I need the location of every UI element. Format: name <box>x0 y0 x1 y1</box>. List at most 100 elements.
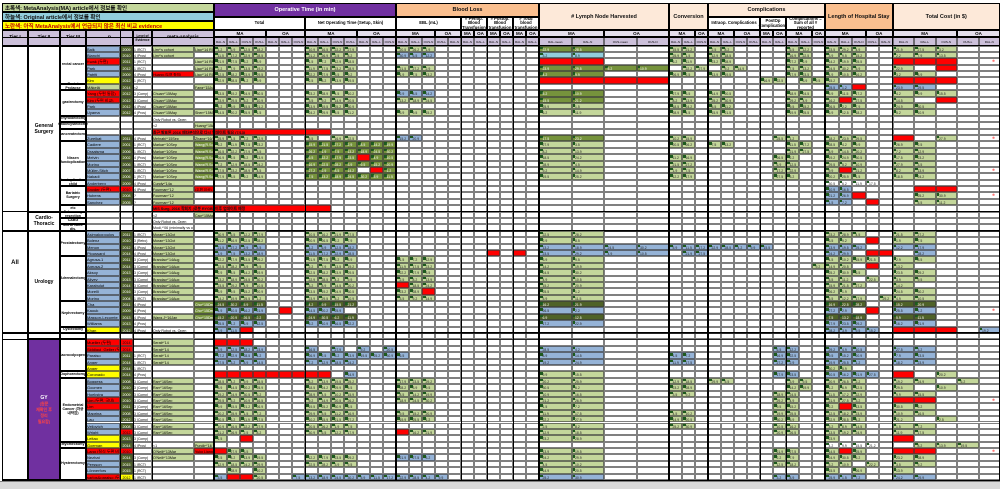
micro-column-header[interactable]: RAL-L <box>500 37 513 46</box>
grid-cell[interactable]: 22.2 <box>331 45 344 52</box>
ma-header[interactable]: MA <box>825 30 866 37</box>
micro-column-header[interactable]: RAL-N <box>214 37 227 46</box>
grid-cell[interactable]: 27.9 <box>344 45 357 52</box>
grid-cell[interactable] <box>461 45 474 52</box>
grid-cell[interactable]: 8.2 <box>721 45 734 52</box>
micro-column-header[interactable]: RAL-N <box>396 37 409 46</box>
micro-column-header[interactable]: RAL-N <box>760 37 773 46</box>
oa-header[interactable]: OA <box>734 30 760 37</box>
micro-column-header[interactable]: RAL-N <box>513 37 526 46</box>
grid-cell[interactable]: 6.9 <box>227 45 240 52</box>
micro-column-header[interactable]: OUS-N <box>331 37 344 46</box>
micro-column-header[interactable]: RAL-N <box>978 37 1000 46</box>
micro-column-header[interactable]: RAL-L <box>838 37 852 46</box>
ma-header[interactable]: MA <box>396 30 435 37</box>
oa-header[interactable]: OA <box>474 30 487 37</box>
column-group-header[interactable]: Conversion <box>669 3 708 30</box>
grid-cell[interactable]: 28.5 <box>571 45 604 52</box>
micro-column-header[interactable]: RAL-N <box>266 37 279 46</box>
grid-cell[interactable] <box>357 45 370 52</box>
grid-cell[interactable] <box>448 45 461 52</box>
column-group-header[interactable]: Blood Loss <box>396 3 539 17</box>
micro-column-header[interactable]: RAL-mean <box>539 37 572 46</box>
micro-column-header[interactable]: RAL-L <box>474 37 487 46</box>
ma-header[interactable]: MA <box>708 30 734 37</box>
grid-cell[interactable] <box>292 45 305 52</box>
micro-column-header[interactable]: RAL-N <box>879 37 893 46</box>
grid-cell[interactable] <box>500 45 513 52</box>
oa-header[interactable]: OA <box>604 30 669 37</box>
grid-cell[interactable]: 26.2 <box>409 45 422 52</box>
micro-column-header[interactable]: RAL-N <box>708 37 721 46</box>
grid-cell[interactable] <box>604 45 637 52</box>
oa-header[interactable]: OA <box>812 30 825 37</box>
left-header-meta[interactable]: meta-analysis <box>152 30 214 46</box>
grid-cell[interactable]: 18.2 <box>253 45 266 52</box>
ma-header[interactable]: MA <box>539 30 604 37</box>
tier3-cell[interactable]: Prostatectomy <box>60 230 86 257</box>
micro-column-header[interactable]: RAL-L <box>370 37 383 46</box>
oa-header[interactable]: OA <box>435 30 461 37</box>
ma-header[interactable]: MA <box>305 30 357 37</box>
grid-cell[interactable]: 16.5 <box>318 45 331 52</box>
micro-column-header[interactable]: OUS-N <box>292 37 305 46</box>
micro-column-header[interactable]: RAL-N <box>786 37 799 46</box>
micro-column-header[interactable]: RAL-L <box>227 37 240 46</box>
grid-cell[interactable] <box>279 45 292 52</box>
column-subgroup-header[interactable]: # Periop. Blood Transfusion <box>461 16 487 30</box>
micro-column-header[interactable]: RAL-L <box>526 37 539 46</box>
micro-column-header[interactable]: OUS-N <box>422 37 435 46</box>
micro-column-header[interactable]: RAL-N <box>448 37 461 46</box>
micro-column-header[interactable]: RAL-L <box>914 37 936 46</box>
micro-column-header[interactable]: OUS-mean <box>604 37 637 46</box>
tier2-cell[interactable]: Urology <box>28 230 60 334</box>
grid-cell[interactable] <box>487 45 500 52</box>
grid-cell[interactable]: 10.9 <box>305 45 318 52</box>
micro-column-header[interactable]: OUS-N <box>695 37 708 46</box>
grid-cell[interactable] <box>747 45 760 52</box>
column-group-header[interactable]: Length of Hospital Stay <box>825 3 893 30</box>
tier3-cell[interactable]: Sacrocolpopexy <box>59 339 87 372</box>
column-subgroup-header[interactable]: EBL (mL) <box>396 17 461 30</box>
ma-header[interactable]: MA <box>669 30 695 37</box>
grid-cell[interactable]: 12.5 <box>240 45 253 52</box>
tier3-cell[interactable]: rectal cancer <box>60 45 86 84</box>
legend-row-meta-analysis[interactable]: 초록색: MetaAnalysis(MA) article에서 정보를 확인 <box>2 3 214 12</box>
oa-header[interactable]: OA <box>865 30 893 37</box>
grid-cell[interactable] <box>513 45 526 52</box>
oa-header[interactable]: OA <box>773 30 786 37</box>
left-header-tier1[interactable]: Tier I <box>2 30 28 46</box>
micro-column-header[interactable]: OUS-L <box>957 37 979 46</box>
left-header-tier2[interactable]: Tier II <box>28 30 60 46</box>
grid-cell[interactable] <box>734 45 747 52</box>
ma-header[interactable]: MA <box>786 30 812 37</box>
micro-column-header[interactable]: OUS-N <box>734 37 747 46</box>
micro-column-header[interactable]: OUS-N <box>935 37 957 46</box>
micro-column-header[interactable]: OUS-N <box>636 37 669 46</box>
column-subgroup-header[interactable]: # Postop. Blood transfusion <box>487 16 513 30</box>
micro-column-header[interactable]: OUS-N <box>852 37 866 46</box>
grid-cell[interactable] <box>266 45 279 52</box>
tier3-cell[interactable]: Nephrectomy <box>60 301 86 327</box>
grid-cell[interactable] <box>773 45 786 52</box>
tier2-cell[interactable]: General Surgery <box>28 45 60 212</box>
grid-cell[interactable] <box>435 45 448 52</box>
micro-column-header[interactable]: OUS-L <box>344 37 357 46</box>
evidence-level-cell[interactable]: 1 (RCT) <box>133 45 152 52</box>
oa-header[interactable]: OA <box>957 30 1000 37</box>
oa-header[interactable]: OA <box>357 30 396 37</box>
tier3-cell[interactable]: gastrectomy <box>60 90 86 116</box>
micro-column-header[interactable]: OUS-L <box>435 37 448 46</box>
column-group-header[interactable]: Complications <box>708 3 825 17</box>
micro-column-header[interactable]: OUS-L <box>865 37 879 46</box>
micro-column-header[interactable]: RAL-N <box>571 37 604 46</box>
column-subgroup-header[interactable]: Total <box>214 17 305 30</box>
tier3-cell[interactable]: Endometrial Cancer (자궁내막암) <box>60 377 86 442</box>
micro-column-header[interactable]: RAL-L <box>799 37 812 46</box>
micro-column-header[interactable]: RAL-L <box>773 37 786 46</box>
tier3-cell[interactable]: Nissen fundoplication <box>60 141 86 180</box>
micro-column-header[interactable]: RAL-N <box>357 37 370 46</box>
grid-cell[interactable]: 21.2 <box>682 45 695 52</box>
micro-column-header[interactable]: RAL-N <box>669 37 682 46</box>
left-header-loe[interactable]: Level of Evidence <box>133 30 152 46</box>
